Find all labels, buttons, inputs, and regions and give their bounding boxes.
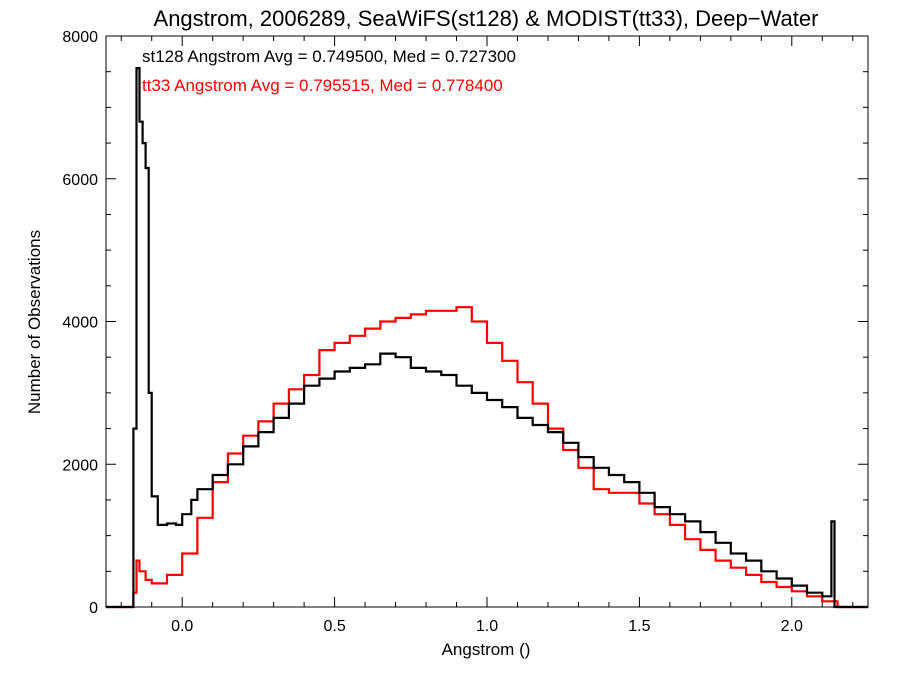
x-tick-label: 2.0 [781,618,803,635]
series-st128-line [106,67,868,609]
y-tick-label: 6000 [62,172,98,189]
series-group [106,67,868,609]
y-axis-label: Number of Observations [25,230,44,414]
annotation-st128-stats: st128 Angstrom Avg = 0.749500, Med = 0.7… [142,47,516,66]
chart-title: Angstrom, 2006289, SeaWiFS(st128) & MODI… [154,6,819,31]
annotation-tt33-stats: tt33 Angstrom Avg = 0.795515, Med = 0.77… [142,76,503,95]
y-tick-label: 0 [89,600,98,617]
x-tick-label: 1.0 [476,618,498,635]
x-axis-label: Angstrom () [442,640,531,659]
x-tick-label: 1.5 [628,618,650,635]
series-tt33-line [106,306,868,609]
ticks-group: 0.0 0.5 1.0 1.5 2.0 0 2000 4000 6000 8000 [62,29,868,635]
x-tick-label: 0.5 [323,618,345,635]
x-tick-label: 0.0 [171,618,193,635]
y-tick-label: 4000 [62,315,98,332]
y-tick-label: 8000 [62,29,98,46]
y-tick-label: 2000 [62,457,98,474]
